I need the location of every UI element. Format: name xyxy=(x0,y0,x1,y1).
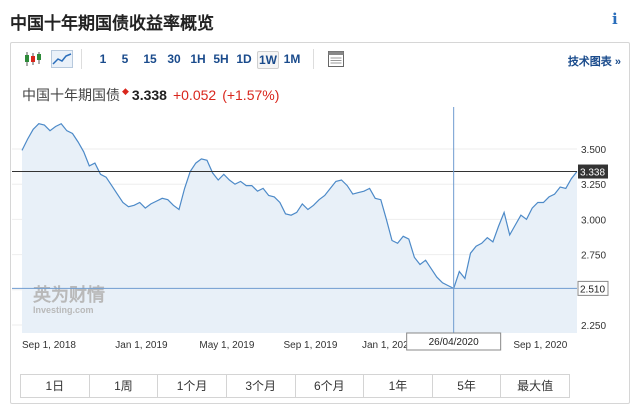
y-tick-label: 3.250 xyxy=(581,180,606,191)
period-1h[interactable]: 1H xyxy=(190,52,206,66)
crosshair-date-label: 26/04/2020 xyxy=(429,337,479,348)
watermark-sub: Investing.com xyxy=(33,305,94,315)
area-chart-icon[interactable] xyxy=(51,50,73,68)
range-5y[interactable]: 5年 xyxy=(433,375,502,397)
toolbar-divider xyxy=(313,49,314,69)
quote-line: 中国十年期国债 ◆ 3.338 +0.052 (+1.57%) xyxy=(22,85,279,105)
y-tick-label: 2.250 xyxy=(581,321,606,332)
period-1m[interactable]: 1M xyxy=(283,52,301,66)
page-title: 中国十年期国债收益率概览 xyxy=(10,14,214,33)
table-icon[interactable] xyxy=(327,50,345,68)
range-selector: 1日 1周 1个月 3个月 6个月 1年 5年 最大值 xyxy=(20,374,570,398)
y-tick-label: 3.500 xyxy=(581,145,606,156)
current-value-badge xyxy=(578,164,608,179)
watermark-brand: 英为财情 xyxy=(32,284,105,305)
y-tick-label: 3.000 xyxy=(581,215,606,226)
price-change: +0.052 xyxy=(172,87,217,103)
x-tick-label: Jan 1, 2019 xyxy=(115,340,168,351)
y-tick-label: 2.750 xyxy=(581,251,606,262)
series-area xyxy=(22,123,577,333)
period-1[interactable]: 1 xyxy=(99,52,107,66)
period-5[interactable]: 5 xyxy=(121,52,129,66)
range-1y[interactable]: 1年 xyxy=(364,375,433,397)
up-diamond-icon: ◆ xyxy=(122,86,129,97)
range-max[interactable]: 最大值 xyxy=(517,379,554,393)
chart-toolbar: 1 5 15 30 1H 5H 1D 1W 1M 技术图表 » xyxy=(11,43,629,75)
x-axis: Sep 1, 2018 Jan 1, 2019 May 1, 2019 Sep 1, … xyxy=(22,340,568,351)
yield-chart[interactable]: 英为财情 Investing.com Sep 1, 2018 Jan 1, 201… xyxy=(11,107,629,371)
period-1w[interactable]: 1W xyxy=(257,51,279,69)
crosshair-value-label: 2.510 xyxy=(580,284,605,295)
x-tick-label: Sep 1, 2018 xyxy=(22,340,76,351)
range-1d[interactable]: 1日 xyxy=(21,375,90,397)
last-price: 3.338 xyxy=(131,87,167,103)
range-6m[interactable]: 6个月 xyxy=(296,375,365,397)
x-tick-label: Sep 1, 2019 xyxy=(283,340,337,351)
instrument-name: 中国十年期国债 xyxy=(22,87,120,103)
current-value-label: 3.338 xyxy=(580,168,605,179)
period-5h[interactable]: 5H xyxy=(213,52,229,66)
crosshair-date-badge xyxy=(406,332,502,351)
period-15[interactable]: 15 xyxy=(143,52,157,66)
chart-widget: 1 5 15 30 1H 5H 1D 1W 1M 技术图表 » 中国十年期国债 ◆… xyxy=(10,42,630,404)
crosshair-value-badge xyxy=(577,280,609,296)
price-change-pct: (+1.57%) xyxy=(222,87,280,103)
watermark: 英为财情 Investing.com xyxy=(32,284,105,315)
info-icon[interactable]: i xyxy=(612,10,618,28)
x-tick-label: Sep 1, 2020 xyxy=(513,340,567,351)
technical-chart-link[interactable]: 技术图表 » xyxy=(567,56,621,68)
candlestick-icon[interactable] xyxy=(22,50,44,68)
range-1m[interactable]: 1个月 xyxy=(158,375,227,397)
period-30[interactable]: 30 xyxy=(167,52,181,66)
x-tick-label: May 1, 2019 xyxy=(199,340,254,351)
period-1d[interactable]: 1D xyxy=(236,52,252,66)
range-1w[interactable]: 1周 xyxy=(90,375,159,397)
x-tick-label: Jan 1, 2020 xyxy=(362,340,415,351)
series-line xyxy=(21,122,578,290)
range-3m[interactable]: 3个月 xyxy=(227,375,296,397)
toolbar-divider xyxy=(81,49,82,69)
